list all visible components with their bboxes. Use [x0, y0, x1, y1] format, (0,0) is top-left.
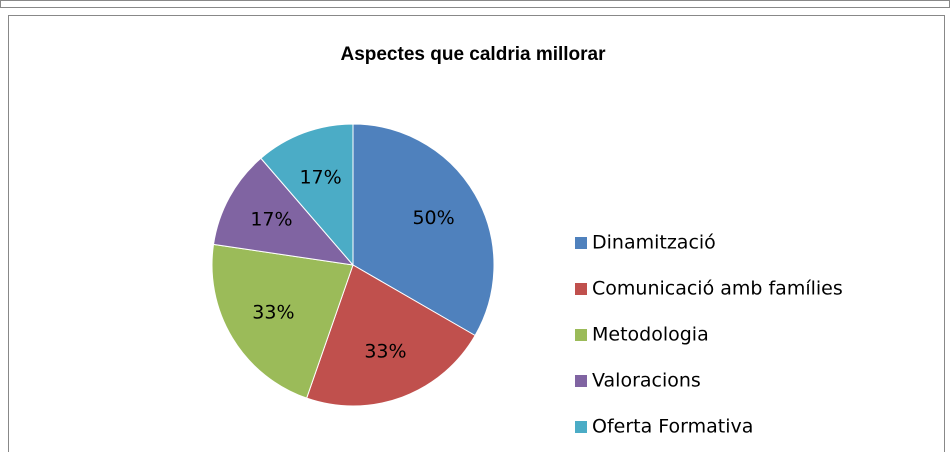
legend-label: Metodologia: [592, 324, 709, 346]
pie-slice: [352, 123, 495, 337]
data-label: 33%: [252, 302, 294, 324]
data-label: 17%: [299, 166, 341, 188]
pie-slice: [211, 243, 354, 399]
legend-swatch: [575, 237, 587, 249]
legend-label: Valoracions: [592, 370, 701, 392]
legend-swatch: [575, 421, 587, 433]
chart-title: Aspectes que caldria millorar: [340, 44, 606, 65]
legend-swatch: [575, 283, 587, 295]
pie-slice: [305, 264, 476, 407]
pie-slice: [260, 123, 354, 267]
legend-label: Dinamització: [592, 232, 716, 254]
top-strip: [0, 0, 950, 8]
data-label: 17%: [250, 209, 292, 231]
legend-swatch: [575, 329, 587, 341]
data-label: 33%: [364, 341, 406, 363]
legend-swatch: [575, 375, 587, 387]
legend-label: Oferta Formativa: [592, 416, 753, 438]
data-label: 50%: [412, 207, 454, 229]
legend-label: Comunicació amb famílies: [592, 278, 843, 300]
pie-slice: [212, 157, 355, 266]
